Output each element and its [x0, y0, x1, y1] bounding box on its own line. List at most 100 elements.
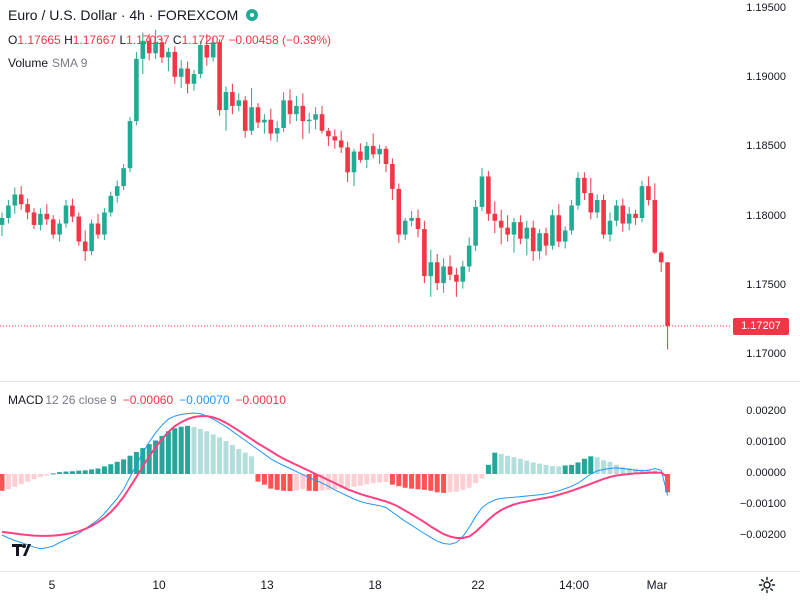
candle-body: [550, 215, 555, 246]
macd-histogram-bar: [306, 474, 312, 491]
macd-histogram-bar: [5, 474, 11, 490]
macd-histogram-bar: [133, 452, 139, 474]
macd-histogram-bar: [76, 470, 82, 474]
candle-body: [601, 199, 606, 235]
candle-body: [255, 107, 261, 123]
candle-body: [447, 266, 453, 275]
macd-histogram-bar: [601, 460, 607, 474]
macd-histogram-bar: [242, 452, 248, 474]
candle-body: [76, 216, 82, 242]
candle-body: [262, 119, 267, 123]
candle-body: [479, 176, 485, 207]
time-axis-label: Mar: [646, 578, 668, 592]
candle-body: [185, 68, 190, 84]
candle-body: [242, 100, 248, 131]
candle-body: [82, 241, 88, 252]
macd-histogram-bar: [191, 427, 197, 474]
macd-histogram-bar: [18, 474, 24, 485]
macd-histogram-bar: [441, 474, 447, 493]
candle-body: [230, 92, 235, 106]
time-axis-label: 13: [260, 578, 274, 592]
volume-sma-label: SMA 9: [52, 56, 88, 70]
high-label: H: [64, 33, 73, 47]
macd-histogram-bar: [217, 437, 223, 474]
candle-body: [0, 217, 5, 225]
time-axis-label: 18: [368, 578, 382, 592]
macd-histogram-bar: [633, 468, 639, 474]
macd-histogram-bar: [517, 458, 523, 474]
candle-body: [89, 223, 94, 252]
macd-histogram-bar: [319, 474, 325, 491]
candle-body: [422, 229, 427, 277]
candle-body: [543, 233, 549, 246]
macd-chart[interactable]: [0, 381, 800, 571]
macd-histogram-bar: [95, 468, 101, 474]
macd-histogram-bar: [415, 474, 421, 490]
candle-body: [31, 212, 37, 225]
candle-body: [454, 274, 459, 282]
macd-histogram-bar: [639, 469, 645, 474]
macd-histogram-bar: [377, 474, 383, 483]
candle-body: [639, 186, 645, 218]
candle-body: [12, 194, 18, 206]
price-chart[interactable]: [0, 0, 800, 381]
macd-histogram-bar: [613, 464, 619, 474]
candle-body: [345, 147, 350, 173]
macd-histogram-bar: [108, 464, 114, 474]
macd-label[interactable]: MACD: [8, 393, 44, 407]
macd-histogram-bar: [409, 474, 415, 489]
macd-histogram-bar: [140, 448, 146, 474]
macd-histogram-bar: [287, 474, 293, 492]
open-value: 1.17665: [17, 33, 61, 47]
candle-body: [210, 42, 216, 58]
candle-body: [313, 114, 318, 120]
macd-histogram-bar: [396, 474, 402, 487]
symbol-title[interactable]: Euro / U.S. Dollar · 4h · FOREXCOM: [8, 7, 239, 23]
macd-histogram-bar: [370, 474, 376, 484]
macd-histogram-bar: [121, 459, 127, 474]
macd-histogram-bar: [607, 461, 613, 474]
macd-histogram-bar: [524, 460, 530, 474]
macd-histogram-bar: [569, 464, 575, 474]
macd-histogram-bar: [178, 426, 184, 474]
symbol-title-row[interactable]: Euro / U.S. Dollar · 4h · FOREXCOM: [8, 7, 259, 23]
candle-body: [95, 223, 101, 235]
volume-label[interactable]: Volume: [8, 56, 49, 70]
macd-axis-label: 0.00000: [746, 467, 786, 479]
macd-histogram-bar: [402, 474, 408, 488]
macd-histogram-bar: [479, 474, 485, 479]
pane-separator[interactable]: [0, 381, 800, 382]
macd-histogram-bar: [114, 461, 120, 474]
candle-body: [166, 51, 171, 58]
candle-body: [102, 212, 107, 235]
candle-body: [575, 177, 581, 206]
macd-histogram-bar: [434, 474, 440, 493]
volume-legend[interactable]: Volume SMA 9: [8, 55, 87, 71]
macd-line-value: −0.00070: [179, 393, 230, 407]
price-axis-label: 1.19000: [746, 71, 786, 83]
macd-histogram-bar: [50, 473, 56, 475]
macd-histogram-bar: [281, 474, 287, 491]
candle-body: [332, 136, 338, 141]
macd-histogram-bar: [492, 452, 498, 474]
macd-histogram-bar: [351, 474, 357, 487]
candle-body: [146, 40, 152, 54]
time-axis[interactable]: 5 10 13 18 22 14:00 Mar: [0, 571, 800, 601]
candle-body: [249, 107, 254, 131]
candle-body: [63, 205, 69, 224]
candle-body: [57, 223, 62, 235]
price-axis-label: 1.18500: [746, 140, 786, 152]
close-value: 1.17207: [181, 33, 225, 47]
gear-icon[interactable]: [758, 576, 776, 599]
macd-histogram-bar: [153, 440, 159, 474]
time-axis-label: 10: [152, 578, 166, 592]
candle-body: [556, 215, 562, 242]
macd-histogram-bar: [229, 445, 235, 474]
candle-body: [415, 217, 421, 230]
tradingview-logo-icon[interactable]: [12, 542, 38, 558]
candle-body: [70, 205, 75, 217]
macd-histogram-bar: [588, 456, 594, 474]
macd-legend[interactable]: MACD 12 26 close 9 −0.00060 −0.00070 −0.0001…: [8, 392, 286, 408]
candle-body: [377, 148, 382, 155]
macd-histogram-bar: [345, 474, 351, 488]
